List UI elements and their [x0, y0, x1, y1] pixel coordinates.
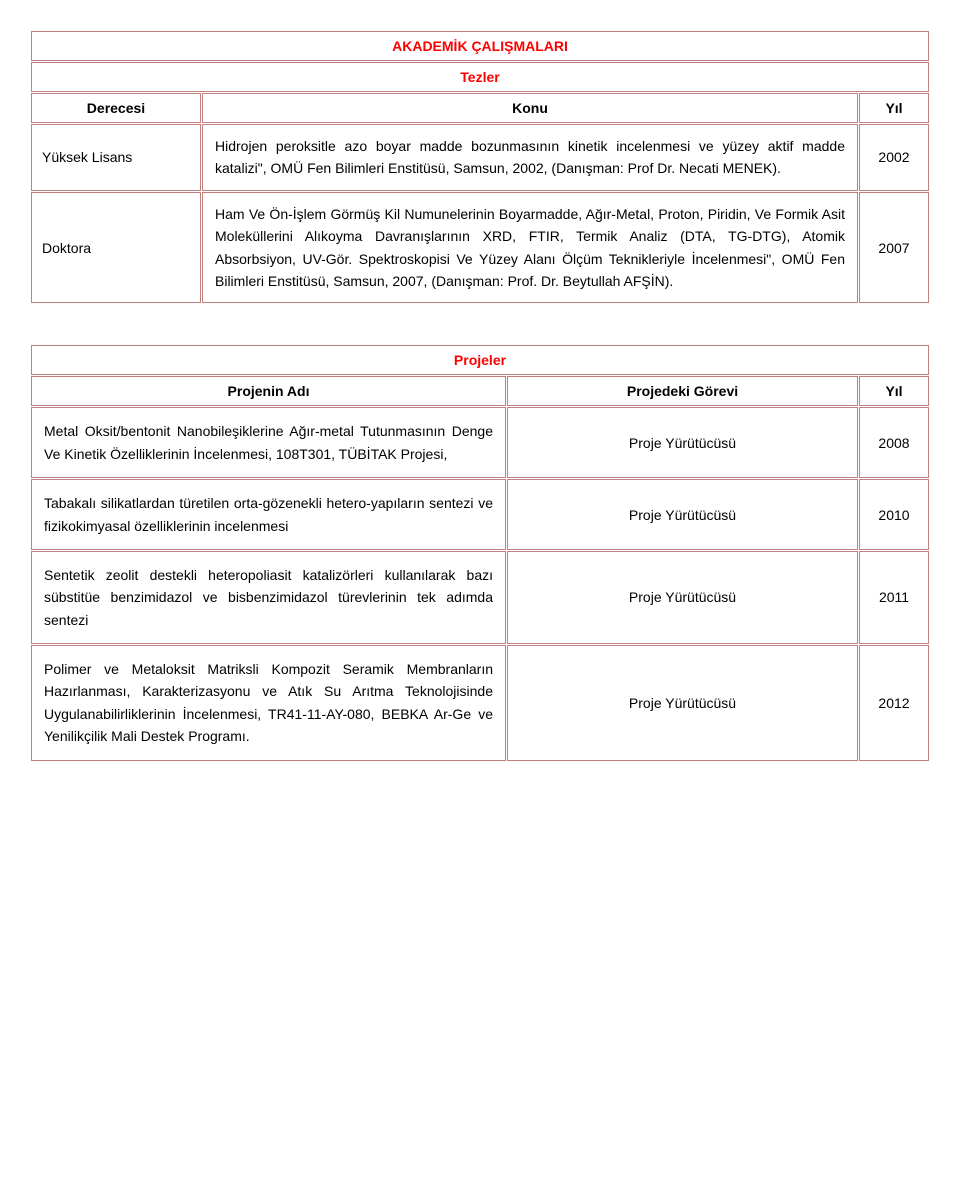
theses-col-degree: Derecesi: [31, 93, 201, 123]
project-year-cell: 2011: [859, 551, 929, 644]
theses-degree-cell: Doktora: [31, 192, 201, 304]
project-year-cell: 2012: [859, 645, 929, 761]
theses-topic-cell: Hidrojen peroksitle azo boyar madde bozu…: [202, 124, 858, 191]
theses-row: Yüksek Lisans Hidrojen peroksitle azo bo…: [31, 124, 929, 191]
project-role-cell: Proje Yürütücüsü: [507, 645, 858, 761]
projects-row: Sentetik zeolit destekli heteropoliasit …: [31, 551, 929, 644]
theses-table-title: AKADEMİK ÇALIŞMALARI: [31, 31, 929, 61]
projects-col-name: Projenin Adı: [31, 376, 506, 406]
projects-table-title: Projeler: [31, 345, 929, 375]
theses-row: Doktora Ham Ve Ön-İşlem Görmüş Kil Numun…: [31, 192, 929, 304]
project-role-cell: Proje Yürütücüsü: [507, 551, 858, 644]
projects-table: Projeler Projenin Adı Projedeki Görevi Y…: [30, 344, 930, 761]
project-role-cell: Proje Yürütücüsü: [507, 407, 858, 478]
project-year-cell: 2008: [859, 407, 929, 478]
project-name-cell: Polimer ve Metaloksit Matriksli Kompozit…: [31, 645, 506, 761]
theses-degree-cell: Yüksek Lisans: [31, 124, 201, 191]
project-name-cell: Sentetik zeolit destekli heteropoliasit …: [31, 551, 506, 644]
project-name-cell: Tabakalı silikatlardan türetilen orta-gö…: [31, 479, 506, 550]
project-year-cell: 2010: [859, 479, 929, 550]
theses-topic-cell: Ham Ve Ön-İşlem Görmüş Kil Numunelerinin…: [202, 192, 858, 304]
project-name-cell: Metal Oksit/bentonit Nanobileşiklerine A…: [31, 407, 506, 478]
theses-table-subtitle: Tezler: [31, 62, 929, 92]
theses-col-topic: Konu: [202, 93, 858, 123]
projects-col-year: Yıl: [859, 376, 929, 406]
projects-row: Polimer ve Metaloksit Matriksli Kompozit…: [31, 645, 929, 761]
projects-row: Metal Oksit/bentonit Nanobileşiklerine A…: [31, 407, 929, 478]
projects-row: Tabakalı silikatlardan türetilen orta-gö…: [31, 479, 929, 550]
projects-col-role: Projedeki Görevi: [507, 376, 858, 406]
theses-table: AKADEMİK ÇALIŞMALARI Tezler Derecesi Kon…: [30, 30, 930, 304]
theses-year-cell: 2007: [859, 192, 929, 304]
project-role-cell: Proje Yürütücüsü: [507, 479, 858, 550]
theses-year-cell: 2002: [859, 124, 929, 191]
theses-col-year: Yıl: [859, 93, 929, 123]
